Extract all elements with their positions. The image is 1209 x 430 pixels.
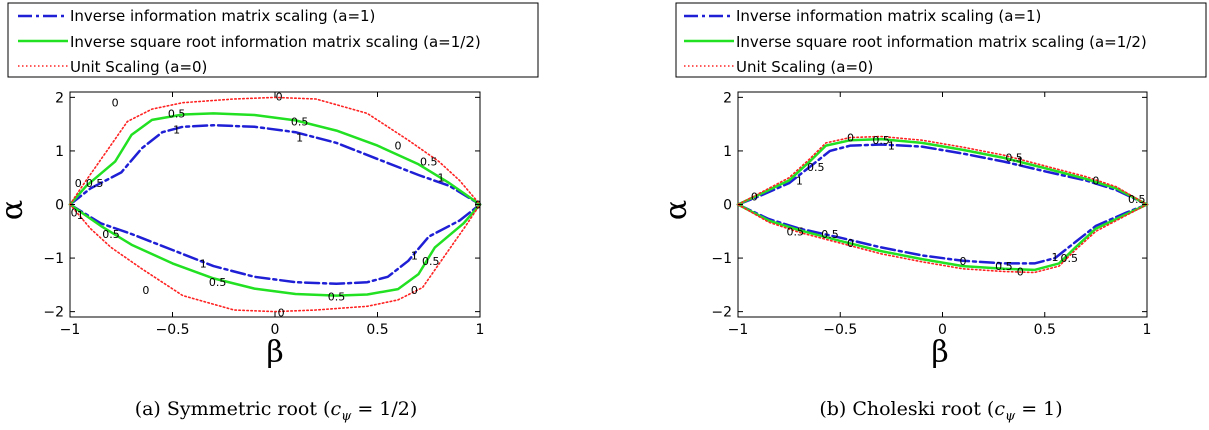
series-line-3-upper [69, 96, 481, 206]
contour-label: 0 [75, 177, 82, 190]
x-tick-label: −0.5 [156, 322, 190, 338]
x-tick-label: 1 [476, 322, 485, 338]
contour-label: 1 [200, 257, 207, 270]
y-tick-label: −1 [43, 251, 64, 267]
legend-box [7, 2, 539, 78]
legend-label-b2: Inverse square root information matrix s… [736, 33, 1147, 51]
y-tick-label: −1 [711, 251, 732, 267]
contour-label: 0 [1017, 265, 1024, 278]
series-line-2-lower [68, 203, 482, 297]
contour-label: 0 [278, 307, 285, 320]
contour-label: 0.5 [1128, 193, 1146, 206]
series-line-3-lower [737, 203, 1148, 274]
contour-label: 0.5 [995, 260, 1013, 273]
x-tick-label: −0.5 [823, 322, 857, 338]
series-line-2-lower [736, 203, 1149, 272]
contour-label: 1 [1051, 251, 1058, 264]
contour-label: 0 [959, 255, 966, 268]
series-line-3-lower [69, 203, 481, 313]
legend-label-b3: Unit Scaling (a=0) [736, 58, 873, 76]
contour-label: 1 [1017, 156, 1024, 169]
y-tick-label: 2 [55, 90, 64, 106]
contour-label: 0.5 [787, 225, 805, 238]
legend-box [675, 2, 1207, 78]
contour-label: 1 [796, 174, 803, 187]
contour-label: 0 [847, 132, 854, 145]
legend-label-a2: Inverse square root information matrix s… [70, 33, 481, 51]
contour-label: 0 [395, 140, 402, 153]
caption-b: (b) Choleski root (cψ = 1) [819, 398, 1062, 424]
contour-label: 0.5 [168, 107, 186, 120]
x-tick-label: 0.5 [1034, 322, 1056, 338]
contour-label: 0.5 [420, 156, 438, 169]
contour-label: 1 [296, 132, 303, 145]
y-tick-label: 2 [723, 90, 732, 106]
x-tick-label: 0.5 [366, 322, 388, 338]
contour-label: 0 [847, 237, 854, 250]
contour-label: 1 [411, 249, 418, 262]
series-line-3-upper [737, 135, 1148, 206]
contour-label: 1 [888, 140, 895, 153]
plot-frame [69, 91, 481, 318]
contour-label: 0 [1092, 174, 1099, 187]
x-tick-label: 0 [938, 322, 947, 338]
y-tick-label: 1 [55, 144, 64, 160]
contour-label: 0.5 [102, 228, 120, 241]
contour-label: 0 [142, 284, 149, 297]
caption-a: (a) Symmetric root (cψ = 1/2) [135, 398, 418, 424]
series-line-1-lower [68, 203, 482, 286]
y-tick-label: 0 [723, 198, 732, 214]
y-tick-label: −2 [711, 305, 732, 321]
legend-label-b1: Inverse information matrix scaling (a=1) [736, 7, 1041, 25]
contour-label: 0.5 [872, 134, 890, 147]
series-line-2-upper [736, 137, 1149, 206]
contour-label: 0.5 [1061, 252, 1079, 265]
panel-b-chart: Inverse information matrix scaling (a=1)… [659, 2, 1207, 424]
panel-a-chart: Inverse information matrix scaling (a=1)… [0, 2, 539, 424]
y-axis-label-a: α [0, 200, 30, 220]
contour-label: 0.5 [821, 228, 839, 241]
contour-label: 1 [173, 124, 180, 137]
legend-b: Inverse information matrix scaling (a=1)… [675, 2, 1207, 78]
legend-label-a1: Inverse information matrix scaling (a=1) [70, 7, 375, 25]
series-line-1-upper [68, 123, 482, 206]
contour-label: 0 [112, 97, 119, 110]
contour-label: 0 [411, 284, 418, 297]
series-line-2-upper [68, 112, 482, 206]
y-tick-label: 1 [723, 144, 732, 160]
legend-a: Inverse information matrix scaling (a=1)… [7, 2, 539, 78]
series-line-1-lower [736, 203, 1149, 265]
contour-label: 0.5 [209, 276, 227, 289]
x-tick-label: 0 [271, 322, 280, 338]
contour-label: 0 [71, 207, 78, 220]
y-tick-label: −2 [43, 305, 64, 321]
contour-label: 0.5 [1005, 151, 1023, 164]
x-tick-label: −1 [728, 322, 749, 338]
contour-label: 0.5 [86, 177, 104, 190]
plot-frame [737, 91, 1148, 318]
series-line-1-upper [736, 143, 1149, 206]
y-tick-label: 0 [55, 198, 64, 214]
contour-label: 0 [276, 90, 283, 103]
x-tick-label: −1 [60, 322, 81, 338]
y-axis-label-b: α [659, 200, 694, 220]
contour-label: 0.5 [291, 115, 309, 128]
contour-label: 0 [751, 190, 758, 203]
x-axis-label-a: β [266, 335, 283, 370]
x-axis-label-b: β [931, 335, 948, 370]
contour-label: 0.5 [807, 161, 825, 174]
contour-label: 1 [77, 209, 84, 222]
contour-label: 0.5 [328, 291, 346, 304]
legend-label-a3: Unit Scaling (a=0) [70, 58, 207, 76]
contour-label: 0.5 [422, 255, 440, 268]
contour-label: 1 [438, 172, 445, 185]
x-tick-label: 1 [1143, 322, 1152, 338]
